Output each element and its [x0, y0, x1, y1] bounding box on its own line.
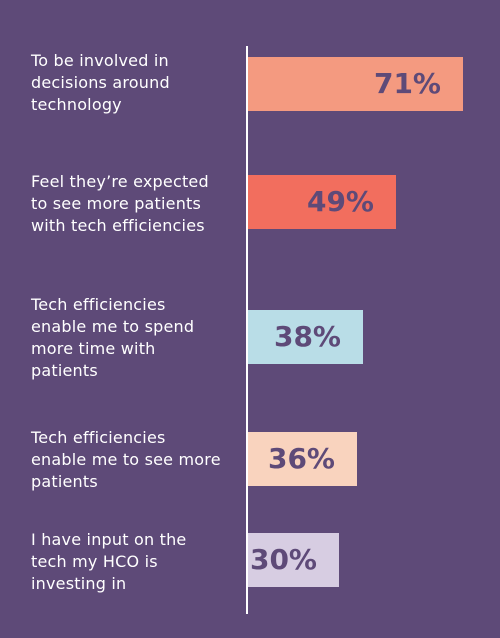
category-label: I have input on the tech my HCO is inves…: [31, 530, 187, 593]
category-axis-line: [246, 46, 248, 614]
bar: 30%: [248, 533, 339, 587]
bar-value-label: 49%: [306, 185, 374, 218]
category-label: Tech efficiencies enable me to see more …: [31, 428, 221, 491]
category-label: Tech efficiencies enable me to spend mor…: [31, 295, 195, 380]
category-label: To be involved in decisions around techn…: [31, 51, 170, 114]
bar-value-label: 30%: [249, 543, 317, 576]
bar-value-label: 71%: [373, 67, 441, 100]
bar: 38%: [248, 310, 363, 364]
category-label: Feel they’re expected to see more patien…: [31, 172, 209, 235]
bar-value-label: 36%: [267, 442, 335, 475]
bar: 36%: [248, 432, 357, 486]
bar: 71%: [248, 57, 463, 111]
bar: 49%: [248, 175, 396, 229]
bar-value-label: 38%: [273, 320, 341, 353]
